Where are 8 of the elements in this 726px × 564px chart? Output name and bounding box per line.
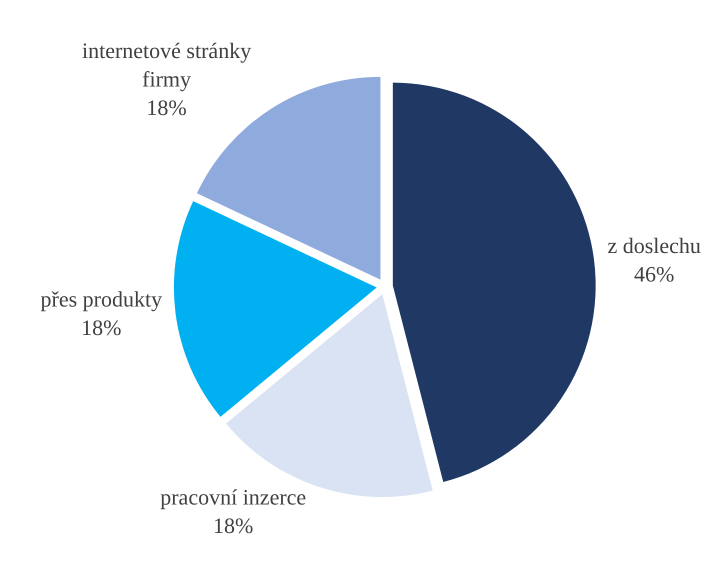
slice-label: internetové stránky firmy (82, 38, 252, 92)
data-label: 18% (81, 315, 122, 340)
data-label: 18% (146, 95, 187, 120)
slice-label: přes produkty (40, 286, 162, 312)
slice-label: z doslechu (607, 232, 701, 258)
data-label: 46% (634, 261, 674, 286)
data-label: 18% (213, 513, 254, 538)
slice-label: pracovní inzerce (160, 484, 306, 510)
